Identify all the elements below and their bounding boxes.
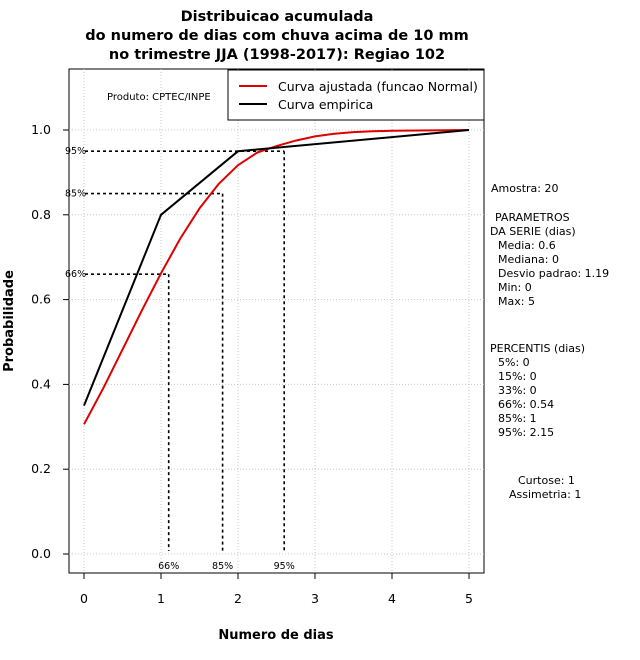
percentile-guides: 66% 66% 85% 85% 95% 95% bbox=[65, 146, 295, 572]
param-max: Max: 5 bbox=[498, 295, 535, 308]
percentil-95: 95%: 2.15 bbox=[498, 426, 554, 439]
y-tick-label: 0.0 bbox=[31, 546, 51, 561]
param-mediana: Mediana: 0 bbox=[498, 253, 559, 266]
y-tick-label: 0.6 bbox=[31, 292, 51, 307]
param-min: Min: 0 bbox=[498, 281, 532, 294]
x-tick-label: 2 bbox=[234, 591, 242, 606]
percentil-85: 85%: 1 bbox=[498, 412, 537, 425]
percentile-label-left: 85% bbox=[65, 189, 86, 200]
chart-title-line-1: Distribuicao acumulada bbox=[181, 9, 374, 25]
params-title-2: DA SERIE (dias) bbox=[490, 225, 576, 238]
percentil-33: 33%: 0 bbox=[498, 384, 537, 397]
percentile-label-bottom: 85% bbox=[212, 561, 233, 572]
x-axis-label: Numero de dias bbox=[218, 628, 334, 643]
percentil-15: 15%: 0 bbox=[498, 370, 537, 383]
legend-box bbox=[227, 69, 485, 121]
percentile-label-bottom: 95% bbox=[274, 561, 295, 572]
percentile-label-left: 95% bbox=[65, 146, 86, 157]
y-tick-label: 0.4 bbox=[31, 376, 51, 391]
y-tick-label: 1.0 bbox=[31, 122, 51, 137]
y-tick-label: 0.2 bbox=[31, 461, 51, 476]
assimetria: Assimetria: 1 bbox=[509, 488, 581, 501]
param-desvio: Desvio padrao: 1.19 bbox=[498, 267, 609, 280]
x-tick-label: 4 bbox=[388, 591, 396, 606]
legend: Curva ajustada (funcao Normal) Curva emp… bbox=[227, 69, 485, 121]
percentil-5: 5%: 0 bbox=[498, 356, 530, 369]
x-tick-label: 0 bbox=[80, 591, 88, 606]
x-axis: 0 1 2 3 4 5 bbox=[80, 573, 473, 606]
chart-title-line-3: no trimestre JJA (1998-2017): Regiao 102 bbox=[109, 47, 445, 63]
curtose: Curtose: 1 bbox=[518, 474, 575, 487]
percentile-label-bottom: 66% bbox=[158, 561, 179, 572]
y-tick-label: 0.8 bbox=[31, 207, 51, 222]
x-tick-label: 1 bbox=[157, 591, 165, 606]
param-media: Media: 0.6 bbox=[498, 239, 556, 252]
x-tick-label: 5 bbox=[465, 591, 473, 606]
chart-title-line-2: do numero de dias com chuva acima de 10 … bbox=[85, 28, 468, 44]
fitted-normal-curve bbox=[83, 129, 470, 425]
series-lines bbox=[83, 129, 470, 425]
statistics-panel: Amostra: 20 PARAMETROS DA SERIE (dias) M… bbox=[490, 182, 609, 501]
y-axis-label: Probabilidade bbox=[2, 270, 17, 372]
x-tick-label: 3 bbox=[311, 591, 319, 606]
product-label: Produto: CPTEC/INPE bbox=[107, 92, 211, 103]
sample-size: Amostra: 20 bbox=[491, 182, 558, 195]
percentis-title: PERCENTIS (dias) bbox=[490, 342, 585, 355]
plot-area bbox=[68, 68, 485, 574]
grid bbox=[69, 69, 484, 573]
empirical-curve bbox=[83, 129, 470, 406]
percentile-label-left: 66% bbox=[65, 269, 86, 280]
percentil-66: 66%: 0.54 bbox=[498, 398, 554, 411]
legend-label-empirical: Curva empirica bbox=[278, 97, 373, 112]
legend-label-fitted: Curva ajustada (funcao Normal) bbox=[278, 79, 478, 94]
y-axis: 0.0 0.2 0.4 0.6 0.8 1.0 bbox=[31, 122, 69, 561]
params-title-1: PARAMETROS bbox=[495, 211, 570, 224]
